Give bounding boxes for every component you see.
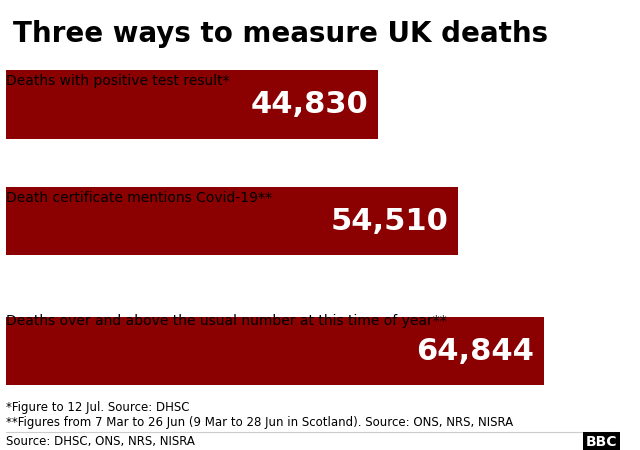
Text: **Figures from 7 Mar to 26 Jun (9 Mar to 28 Jun in Scotland). Source: ONS, NRS, : **Figures from 7 Mar to 26 Jun (9 Mar to…: [6, 416, 513, 429]
FancyBboxPatch shape: [6, 71, 378, 139]
Text: 64,844: 64,844: [417, 337, 534, 365]
Text: Deaths with positive test result*: Deaths with positive test result*: [6, 74, 230, 88]
Text: Source: DHSC, ONS, NRS, NISRA: Source: DHSC, ONS, NRS, NISRA: [6, 435, 195, 448]
Text: 54,510: 54,510: [331, 207, 449, 236]
Text: Deaths over and above the usual number at this time of year**: Deaths over and above the usual number a…: [6, 314, 447, 328]
Text: 44,830: 44,830: [251, 90, 369, 119]
FancyBboxPatch shape: [6, 317, 544, 385]
FancyBboxPatch shape: [6, 187, 458, 255]
Text: Death certificate mentions Covid-19**: Death certificate mentions Covid-19**: [6, 191, 272, 205]
Text: Three ways to measure UK deaths: Three ways to measure UK deaths: [13, 20, 548, 48]
Text: BBC: BBC: [586, 435, 618, 449]
Text: *Figure to 12 Jul. Source: DHSC: *Figure to 12 Jul. Source: DHSC: [6, 400, 189, 414]
